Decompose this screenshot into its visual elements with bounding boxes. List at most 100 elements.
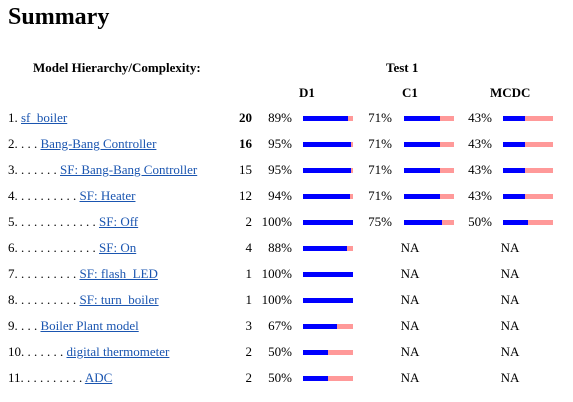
block-link[interactable]: SF: On [99,240,137,255]
uncovered-bar [328,376,353,381]
row-name: 6. . . . . . . . . . . . . SF: On [8,240,136,256]
uncovered-bar [347,246,353,251]
coverage-percent: 50% [268,370,292,385]
coverage-bar [404,116,440,121]
row-name: 9. . . . Boiler Plant model [8,318,139,334]
not-applicable: NA [400,240,420,255]
not-applicable: NA [500,292,520,307]
coverage-percent: 75% [368,214,392,229]
complexity: 2 [245,370,253,385]
coverage-percent: 71% [368,110,392,125]
block-link[interactable]: SF: Heater [79,188,136,203]
row-name: 2. . . . Bang-Bang Controller [8,136,156,152]
coverage-percent: 67% [268,318,292,333]
column-header: MCDC [490,85,531,100]
row-name: 3. . . . . . . SF: Bang-Bang Controller [8,162,197,178]
coverage-percent: 43% [468,188,492,203]
row-name: 10. . . . . . . digital thermometer [8,344,169,360]
uncovered-bar [350,142,353,147]
block-link[interactable]: sf_boiler [21,110,68,125]
not-applicable: NA [400,344,420,359]
row-name: 1. sf_boiler [8,110,67,126]
title: Summary [8,4,110,30]
block-link[interactable]: Bang-Bang Controller [40,136,157,151]
uncovered-bar [350,194,353,199]
coverage-bar [303,376,328,381]
not-applicable: NA [500,370,520,385]
coverage-percent: 100% [261,266,292,281]
uncovered-bar [350,168,353,173]
complexity: 1 [245,292,253,307]
complexity: 2 [245,344,253,359]
coverage-percent: 95% [268,136,292,151]
coverage-bar [303,194,350,199]
block-link[interactable]: Boiler Plant model [40,318,139,333]
coverage-percent: 43% [468,162,492,177]
row-prefix: 2. . . . [8,136,38,151]
block-link[interactable]: SF: turn_boiler [79,292,159,307]
coverage-bar [303,168,351,173]
coverage-bar [303,272,353,277]
coverage-bar [303,246,347,251]
coverage-bar [404,220,442,225]
coverage-bar [303,298,353,303]
block-link[interactable]: SF: Bang-Bang Controller [60,162,198,177]
uncovered-bar [439,116,454,121]
block-link[interactable]: SF: Off [99,214,139,229]
uncovered-bar [439,142,454,147]
test-label: Test 1 [386,60,419,75]
coverage-percent: 100% [261,292,292,307]
column-header: C1 [402,85,418,100]
uncovered-bar [524,116,553,121]
not-applicable: NA [400,370,420,385]
coverage-bar [503,168,525,173]
block-link[interactable]: ADC [84,370,113,385]
uncovered-bar [524,142,553,147]
hierarchy-label: Model Hierarchy/Complexity: [33,60,201,75]
coverage-percent: 89% [268,110,292,125]
row-name: 4. . . . . . . . . . SF: Heater [8,188,135,204]
column-header: D1 [299,85,315,100]
uncovered-bar [524,168,553,173]
block-link[interactable]: digital thermometer [66,344,170,359]
coverage-percent: 71% [368,162,392,177]
coverage-bar [503,194,525,199]
row-prefix: 7. . . . . . . . . . [8,266,77,281]
uncovered-bar [528,220,553,225]
uncovered-bar [328,350,353,355]
uncovered-bar [524,194,553,199]
row-name: 7. . . . . . . . . . SF: flash_LED [8,266,158,282]
coverage-bar [303,116,348,121]
row-prefix: 11. . . . . . . . . . [8,370,83,385]
coverage-bar [404,168,440,173]
complexity: 20 [239,110,252,125]
complexity: 4 [245,240,253,255]
row-name: 8. . . . . . . . . . SF: turn_boiler [8,292,159,308]
row-prefix: 5. . . . . . . . . . . . . [8,214,96,229]
coverage-percent: 94% [268,188,292,203]
row-name: 11. . . . . . . . . . ADC [8,370,112,386]
row-prefix: 9. . . . [8,318,38,333]
row-prefix: 8. . . . . . . . . . [8,292,77,307]
not-applicable: NA [500,266,520,281]
coverage-bar [303,324,337,329]
not-applicable: NA [500,344,520,359]
coverage-percent: 95% [268,162,292,177]
row-prefix: 4. . . . . . . . . . [8,188,77,203]
coverage-bar [404,194,440,199]
uncovered-bar [336,324,353,329]
not-applicable: NA [400,266,420,281]
coverage-percent: 50% [468,214,492,229]
coverage-bar [503,220,528,225]
uncovered-bar [439,194,454,199]
coverage-percent: 71% [368,188,392,203]
block-link[interactable]: SF: flash_LED [79,266,158,281]
row-prefix: 6. . . . . . . . . . . . . [8,240,96,255]
complexity: 12 [239,188,252,203]
row-prefix: 3. . . . . . . [8,162,57,177]
coverage-bar [303,142,351,147]
not-applicable: NA [400,318,420,333]
uncovered-bar [441,220,454,225]
row-prefix: 10. . . . . . . [8,344,64,359]
